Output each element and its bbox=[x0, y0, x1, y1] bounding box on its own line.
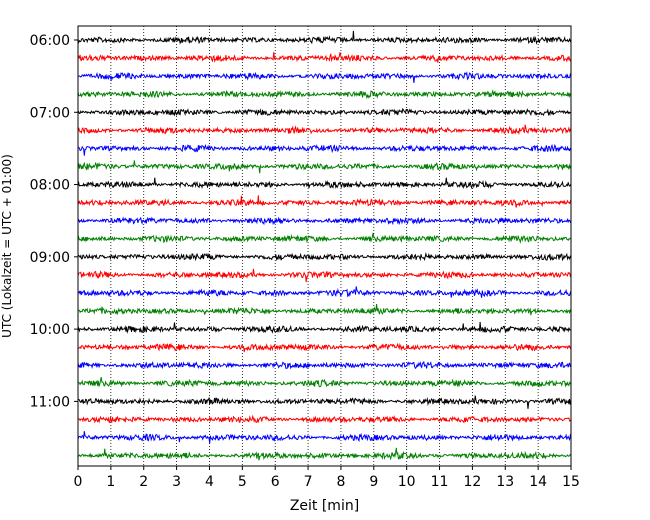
trace-row-1045 bbox=[77, 377, 572, 388]
x-tick-label: 2 bbox=[139, 474, 148, 490]
trace-row-0830 bbox=[77, 216, 572, 226]
x-tick-label: 4 bbox=[205, 474, 214, 490]
trace-row-1015 bbox=[77, 342, 572, 353]
y-axis-label: UTC (Lokalzeit = UTC + 01:00) bbox=[0, 154, 14, 338]
trace-row-1130 bbox=[77, 431, 572, 444]
trace-row-1145 bbox=[77, 447, 572, 461]
y-tick-label: 07:00 bbox=[30, 105, 70, 121]
y-tick-label: 10:00 bbox=[30, 322, 70, 338]
trace-row-1115 bbox=[77, 414, 572, 424]
trace-row-0715 bbox=[77, 124, 572, 136]
x-tick-label: 6 bbox=[271, 474, 280, 490]
y-tick-label: 11:00 bbox=[30, 394, 70, 410]
y-axis-ticks: 06:00 07:00 08:00 09:00 10:00 11:00 bbox=[30, 33, 78, 410]
trace-row-0615 bbox=[77, 51, 572, 63]
trace-row-1000 bbox=[77, 321, 572, 334]
x-axis-ticks: 0 1 2 3 4 5 6 7 8 9 10 11 12 13 14 15 bbox=[74, 466, 580, 490]
trace-row-0800 bbox=[77, 177, 572, 190]
x-tick-label: 12 bbox=[463, 474, 481, 490]
y-tick-label: 06:00 bbox=[30, 33, 70, 49]
seismic-traces bbox=[77, 30, 572, 461]
trace-row-0930 bbox=[77, 286, 572, 298]
trace-row-0745 bbox=[77, 160, 572, 174]
x-tick-label: 9 bbox=[369, 474, 378, 490]
x-tick-label: 11 bbox=[431, 474, 449, 490]
trace-row-1100 bbox=[77, 395, 572, 409]
y-tick-label: 08:00 bbox=[30, 178, 70, 194]
trace-row-0815 bbox=[77, 195, 572, 208]
trace-row-0630 bbox=[77, 71, 572, 83]
x-tick-label: 8 bbox=[336, 474, 345, 490]
trace-row-0645 bbox=[77, 89, 572, 100]
trace-row-0900 bbox=[77, 251, 572, 262]
x-tick-label: 10 bbox=[398, 474, 416, 490]
x-axis-label: Zeit [min] bbox=[290, 498, 359, 514]
plot-frame bbox=[77, 25, 572, 467]
trace-row-0600 bbox=[77, 30, 572, 45]
x-tick-label: 0 bbox=[74, 474, 83, 490]
trace-row-0845 bbox=[77, 232, 572, 244]
trace-row-0730 bbox=[77, 143, 572, 156]
x-tick-label: 13 bbox=[496, 474, 514, 490]
trace-row-0915 bbox=[77, 268, 572, 283]
x-tick-label: 5 bbox=[238, 474, 247, 490]
x-tick-label: 14 bbox=[529, 474, 547, 490]
x-tick-label: 15 bbox=[562, 474, 580, 490]
x-tick-label: 7 bbox=[304, 474, 313, 490]
trace-row-0700 bbox=[77, 107, 572, 117]
trace-row-1030 bbox=[77, 360, 572, 370]
trace-row-0945 bbox=[77, 304, 572, 316]
y-tick-label: 09:00 bbox=[30, 250, 70, 266]
vertical-grid bbox=[110, 26, 539, 466]
x-tick-label: 3 bbox=[172, 474, 181, 490]
x-tick-label: 1 bbox=[106, 474, 115, 490]
